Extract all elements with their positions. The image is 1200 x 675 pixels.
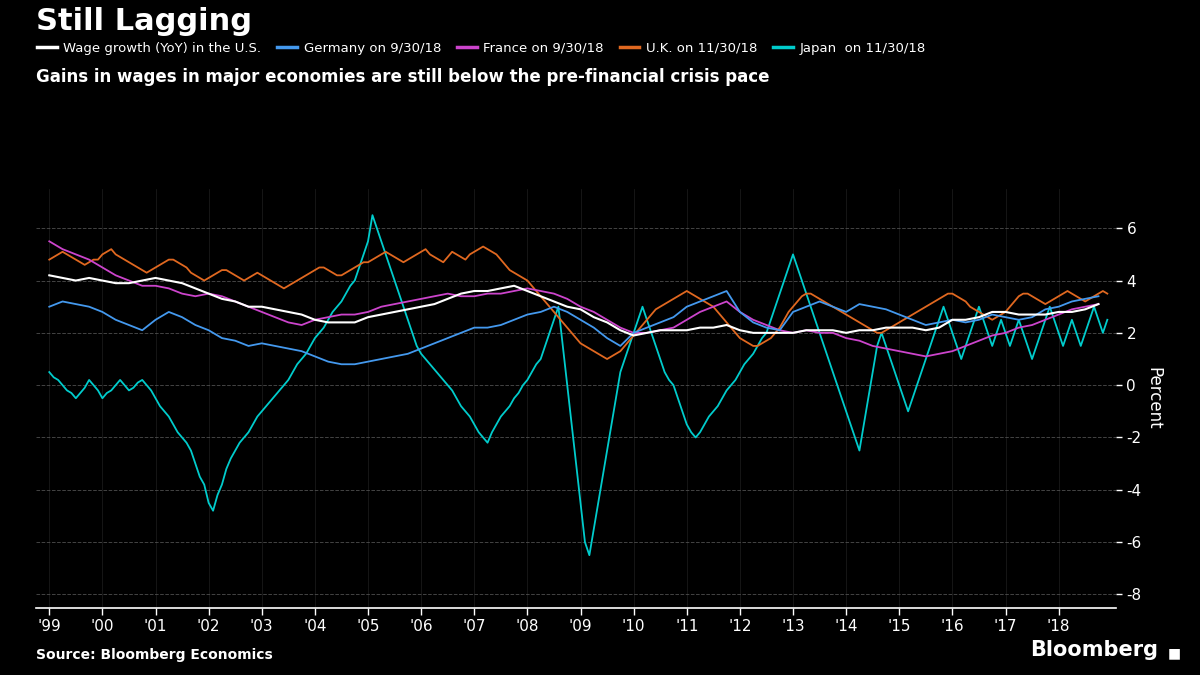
- Legend: Wage growth (YoY) in the U.S., Germany on 9/30/18, France on 9/30/18, U.K. on 11: Wage growth (YoY) in the U.S., Germany o…: [31, 36, 931, 60]
- Y-axis label: Percent: Percent: [1145, 367, 1163, 429]
- Text: Still Lagging: Still Lagging: [36, 7, 252, 36]
- Text: Gains in wages in major economies are still below the pre-financial crisis pace: Gains in wages in major economies are st…: [36, 68, 769, 86]
- Text: Bloomberg: Bloomberg: [1030, 640, 1158, 660]
- Text: Source: Bloomberg Economics: Source: Bloomberg Economics: [36, 647, 272, 662]
- Text: ■: ■: [1169, 646, 1181, 660]
